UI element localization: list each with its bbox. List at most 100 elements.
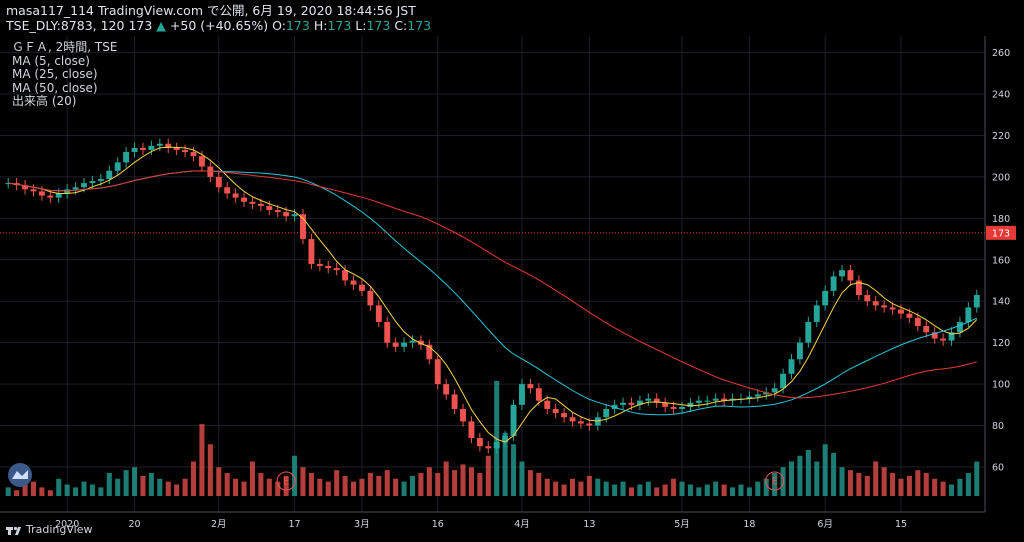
candle-body: [872, 301, 879, 306]
candle-body: [653, 398, 660, 403]
candle-body: [417, 340, 424, 345]
x-tick-label: 5月: [674, 519, 690, 530]
candle-body: [367, 290, 374, 306]
up-arrow-icon: ▲: [156, 18, 166, 33]
y-tick-label: 240: [992, 90, 1010, 101]
volume-bar: [544, 478, 550, 496]
volume-bar: [839, 467, 845, 496]
volume-bar: [359, 478, 365, 496]
volume-bar: [679, 481, 685, 496]
volume-bar: [805, 450, 811, 496]
candle-body: [636, 400, 643, 405]
candle-body: [106, 170, 113, 179]
x-tick-label: 2020: [55, 519, 79, 530]
alert-badge-glyph: [12, 470, 28, 479]
volume-bar: [738, 484, 744, 496]
volume-bar: [654, 487, 660, 496]
candle-body: [359, 284, 365, 291]
volume-bar: [452, 470, 458, 496]
candle-body: [889, 307, 896, 310]
volume-bar: [822, 444, 828, 496]
brand[interactable]: TradingView: [6, 523, 92, 536]
candle-body: [156, 143, 163, 146]
legend-title[interactable]: ＧＦＡ, 2時間, TSE: [12, 40, 118, 54]
x-tick-label: 4月: [514, 519, 530, 530]
candle-body: [140, 147, 146, 150]
volume-bar: [140, 475, 146, 496]
candle-body: [30, 189, 37, 192]
volume-bar: [603, 481, 609, 496]
candle-body: [198, 156, 205, 167]
volume-bar: [780, 467, 786, 496]
volume-bar: [890, 473, 896, 496]
candle-body: [207, 166, 214, 177]
candle-body: [123, 152, 130, 163]
candle-body: [114, 162, 121, 171]
candle-body: [931, 332, 938, 339]
volume-bar: [620, 481, 626, 496]
candle-body: [527, 384, 534, 389]
volume-bar: [940, 481, 946, 496]
current-price-badge: [986, 225, 1016, 240]
candle-body: [451, 394, 458, 409]
candle-body: [342, 270, 349, 281]
volume-bar: [772, 473, 778, 496]
volume-bar: [923, 473, 929, 496]
volume-bar: [39, 487, 45, 496]
open-label: O:: [272, 18, 286, 33]
volume-bar: [730, 487, 736, 496]
volume-bar: [965, 473, 971, 496]
candle-body: [695, 400, 702, 403]
x-tick-label: 16: [432, 519, 444, 530]
volume-bar: [511, 444, 517, 496]
volume-bar: [612, 484, 618, 496]
candle-body: [316, 263, 323, 266]
chart-header: masa117_114 TradingView.com で公開, 6月 19, …: [6, 3, 1006, 33]
volume-bar: [308, 473, 314, 496]
x-tick-label: 13: [583, 519, 595, 530]
volume-bar: [22, 484, 28, 496]
close-value: 173: [407, 18, 432, 33]
candle-body: [813, 305, 820, 322]
x-tick-label: 2月: [211, 519, 227, 530]
volume-bar: [199, 424, 205, 496]
candle-body: [493, 442, 500, 449]
candle-body: [796, 342, 803, 360]
candle-body: [257, 203, 264, 206]
candle-body: [948, 332, 955, 341]
legend-volume[interactable]: 出来高 (20): [12, 94, 77, 108]
volume-bar: [856, 473, 862, 496]
candle-body: [476, 437, 483, 447]
volume-bar: [788, 461, 795, 496]
volume-bar: [460, 464, 466, 496]
volume-bar: [881, 467, 887, 496]
candle-body: [375, 305, 382, 322]
candle-body: [266, 205, 273, 211]
volume-bar: [275, 481, 281, 496]
candle-body: [249, 201, 256, 204]
candle-body: [662, 402, 669, 407]
volume-bar: [157, 478, 163, 496]
candle-body: [241, 197, 247, 202]
x-tick-label: 15: [895, 519, 907, 530]
volume-bar: [948, 484, 955, 496]
volume-bar: [873, 461, 879, 496]
volume-bar: [81, 481, 87, 496]
candle-body: [232, 193, 239, 198]
legend-ma50[interactable]: MA (50, close): [12, 80, 98, 95]
legend-ma5[interactable]: MA (5, close): [12, 53, 90, 68]
candle-body: [409, 340, 416, 343]
candle-body: [392, 342, 399, 347]
candle-body: [923, 326, 930, 333]
candle-body: [426, 344, 433, 360]
y-tick-label: 220: [992, 131, 1010, 142]
volume-bar: [89, 484, 95, 496]
y-tick-label: 80: [992, 421, 1004, 432]
candle-body: [350, 280, 357, 285]
candle-body: [940, 338, 947, 341]
volume-bar: [409, 475, 416, 496]
volume-bar: [418, 473, 424, 496]
volume-bar: [561, 484, 567, 496]
legend-ma25[interactable]: MA (25, close): [12, 67, 98, 81]
